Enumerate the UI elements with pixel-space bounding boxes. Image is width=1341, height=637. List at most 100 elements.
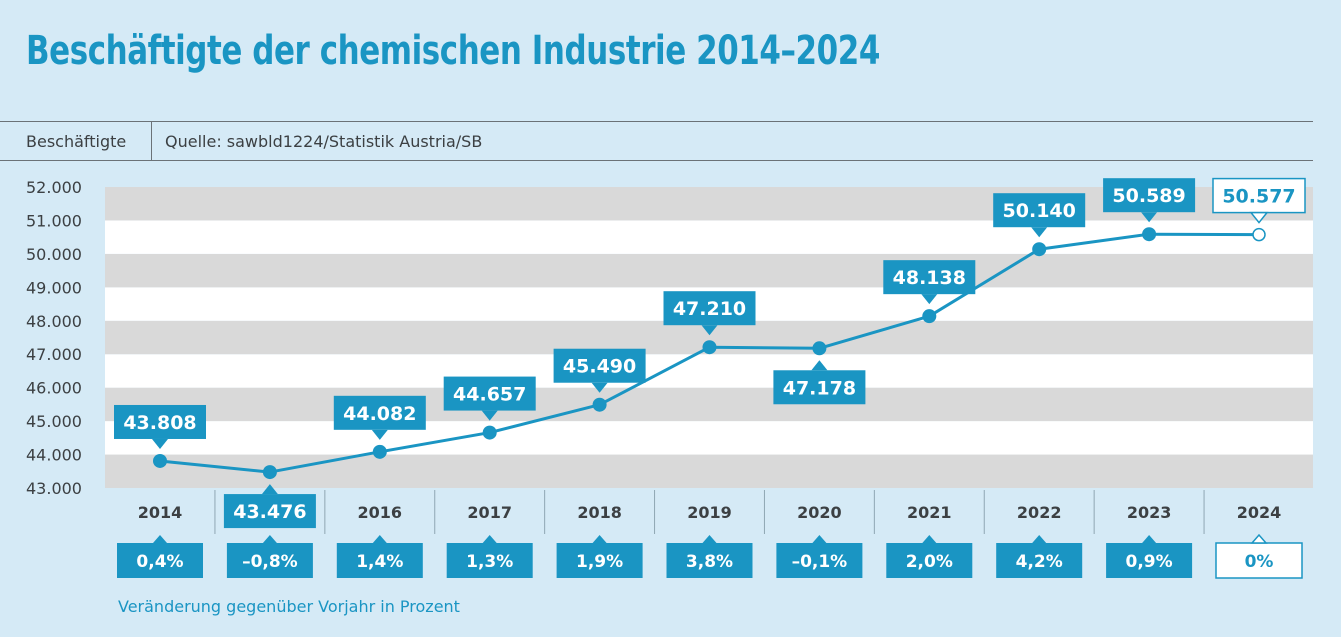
value-callout-pointer [701,325,718,336]
change-label: –0,1% [792,552,848,572]
change-box-pointer [153,535,167,543]
value-callout-pointer [1031,227,1048,238]
value-callout-box [443,376,536,411]
grid-band [105,387,1313,422]
change-box-pointer [922,535,937,543]
change-label: 0,9% [1126,552,1173,572]
value-callout-pointer [921,294,938,305]
x-tick-label: 2020 [797,503,842,522]
change-box [556,543,643,578]
change-box [886,543,973,578]
x-tick-label: 2021 [907,503,952,522]
grid-band [105,220,1313,254]
value-callout-box [993,193,1086,228]
change-box [446,543,533,578]
y-tick-label: 47.000 [26,345,82,364]
value-callout-box [333,395,426,430]
change-box-pointer [262,535,277,543]
data-label: 50.140 [1003,200,1076,222]
value-callout-box [114,404,206,439]
value-callout-pointer [1249,211,1269,224]
change-box [1215,542,1303,579]
change-label: 3,8% [686,552,733,572]
change-box [996,543,1083,578]
data-label: 43.476 [233,501,306,523]
data-label: 43.808 [123,412,196,434]
change-box [666,543,753,578]
change-box [226,543,313,578]
value-callout-pointer [1141,212,1158,223]
x-tick-label: 2016 [358,503,403,522]
data-point [1252,227,1266,242]
x-tick-label: 2023 [1127,503,1172,522]
data-point [702,340,717,355]
change-box-pointer [1032,535,1047,543]
data-point [922,309,937,324]
y-tick-label: 52.000 [26,178,82,197]
header-bottom-rule [0,160,1313,161]
change-box-pointer [1250,533,1268,544]
x-tick-label: 2017 [467,503,512,522]
value-callout-pointer [152,438,168,449]
data-label: 47.210 [673,298,746,320]
value-callout-pointer [481,410,498,421]
change-box-pointer [372,535,387,543]
change-label: –0,8% [242,552,298,572]
change-box [117,543,203,578]
data-point [482,425,497,440]
x-tick-label: 2024 [1237,503,1282,522]
data-label: 45.490 [563,356,636,378]
change-box-pointer [1142,535,1157,543]
change-label: 4,2% [1016,552,1063,572]
value-callout-box [223,494,316,529]
x-tick-label: 2014 [138,503,183,522]
grid-band [105,421,1313,455]
x-tick-label: 2019 [687,503,732,522]
change-box-pointer [812,535,827,543]
value-callout-box [663,291,756,326]
data-label: 50.589 [1112,185,1185,207]
value-callout-pointer [371,429,388,440]
header-separator [151,122,152,160]
value-callout-box [773,370,866,405]
data-label: 50.577 [1222,186,1295,208]
data-point [812,341,827,356]
change-label: 1,9% [576,552,623,572]
y-tick-label: 46.000 [26,379,82,398]
change-label: 2,0% [906,552,953,572]
x-tick-label: 2018 [577,503,622,522]
y-tick-label: 51.000 [26,211,82,230]
source-label: Quelle: sawbld1224/Statistik Austria/SB [165,132,483,151]
value-callout-pointer [261,484,278,495]
y-tick-label: 48.000 [26,312,82,331]
change-box [776,543,863,578]
x-tick-label: 2022 [1017,503,1062,522]
data-label: 44.082 [343,403,416,425]
y-tick-label: 45.000 [26,412,82,431]
footnote: Veränderung gegenüber Vorjahr in Prozent [118,597,460,616]
data-point [592,397,607,412]
value-callout-box [1212,177,1306,214]
data-label: 47.178 [783,377,856,399]
change-box-pointer [702,535,717,543]
data-label: 48.138 [893,267,966,289]
y-tick-label: 43.000 [26,479,82,498]
header-top-rule [0,121,1313,122]
data-point [1032,242,1047,257]
value-callout-box [1103,178,1196,213]
chart-title: Beschäftigte der chemischen Industrie 20… [26,28,880,74]
change-box [1106,543,1193,578]
change-label: 0% [1245,552,1274,572]
change-label: 1,4% [356,552,403,572]
data-point [262,465,277,480]
change-box [336,543,423,578]
value-callout-box [883,260,976,295]
grid-band [105,454,1313,488]
change-label: 1,3% [466,552,513,572]
data-point [153,453,167,468]
data-point [372,444,387,459]
value-callout-pointer [811,360,828,371]
data-label: 44.657 [453,384,526,406]
data-point [1142,227,1157,242]
